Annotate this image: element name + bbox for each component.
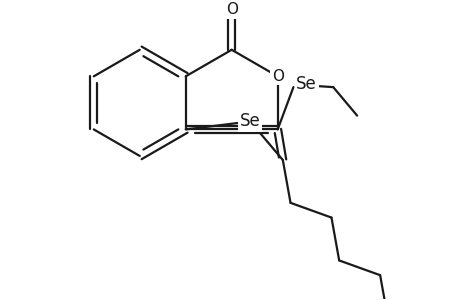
Text: Se: Se: [296, 76, 316, 94]
Text: O: O: [271, 69, 283, 84]
Text: O: O: [225, 2, 237, 17]
Text: Se: Se: [240, 112, 260, 130]
